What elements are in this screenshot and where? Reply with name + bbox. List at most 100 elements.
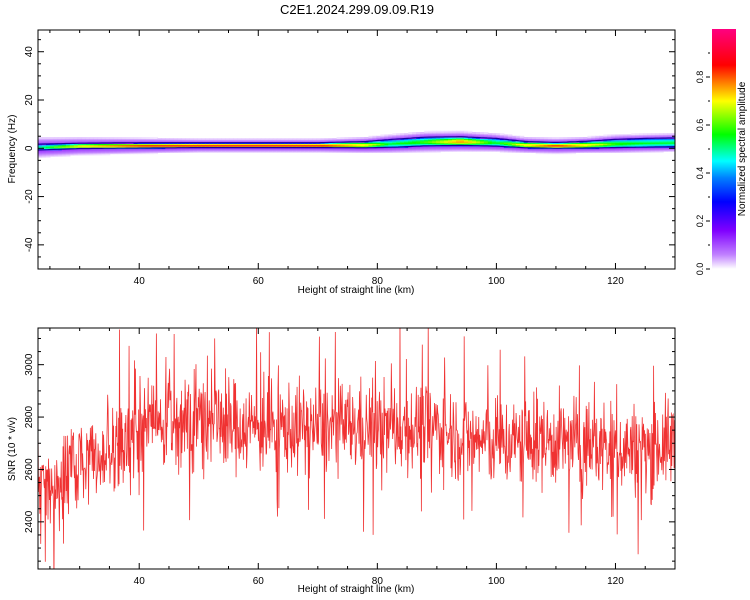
heatmap-cell [141,145,147,148]
heatmap-cell [408,135,413,138]
heatmap-cell [404,138,409,141]
heatmap-cell [456,137,461,139]
heatmap-cell [121,143,127,146]
heatmap-cell [193,143,198,146]
heatmap-cell [452,147,457,150]
heatmap-cell [97,149,103,152]
heatmap-cell [456,148,461,151]
heatmap-cell [404,143,409,146]
heatmap-cell [400,143,405,146]
heatmap-cell [177,140,182,143]
heatmap-cell [424,145,429,148]
heatmap-cell [448,137,453,139]
heatmap-cell [527,137,533,139]
heatmap-cell [519,138,525,141]
heatmap-cell [276,145,282,148]
heatmap-cell [61,140,67,143]
heatmap-cell [89,149,95,152]
spectrogram-frame [37,29,676,270]
heatmap-cell [105,151,111,153]
heatmap-cell [436,138,441,141]
heatmap-cell [69,140,75,143]
heatmap-cell [499,134,505,137]
heatmap-cell [527,139,533,142]
heatmap-cell [583,137,589,139]
heatmap-cell [217,148,222,151]
heatmap-cell [396,134,401,137]
heatmap-cell [515,138,521,141]
heatmap-cell [233,143,238,146]
heatmap-cell [555,143,561,146]
heatmap-cell [356,148,362,151]
heatmap-cell [487,133,493,136]
heatmap-cell [129,151,135,153]
heatmap-cell [467,148,473,151]
heatmap-cell [591,135,596,138]
heatmap-cell [623,142,628,145]
heatmap-cell [384,140,389,143]
heatmap-cell [432,130,437,133]
heatmap-cell [663,138,668,141]
heatmap-cell [667,144,672,147]
heatmap-cell [165,145,170,148]
heatmap-cell [643,134,648,137]
heatmap-cell [193,149,198,152]
heatmap-cell [436,149,441,152]
heatmap-cell [567,143,573,146]
heatmap-cell [523,144,529,147]
heatmap-cell [89,151,95,153]
snr-series-line [38,328,675,569]
heatmap-cell [428,147,433,150]
heatmap-cell [555,152,561,155]
heatmap-cell [408,151,413,153]
heatmap-cell [396,151,401,153]
heatmap-cell [93,143,99,146]
heatmap-cell [376,149,381,152]
heatmap-cell [41,151,47,153]
heatmap-cell [444,143,449,146]
heatmap-cell [651,142,656,145]
heatmap-cell [101,137,107,139]
heatmap-cell [523,138,529,141]
heatmap-cell [416,142,421,145]
heatmap-cell [611,144,616,147]
heatmap-cell [304,144,310,147]
heatmap-cell [77,145,83,148]
heatmap-cell [663,143,668,146]
heatmap-cell [181,143,186,146]
heatmap-cell [380,144,385,147]
heatmap-cell [479,134,485,137]
heatmap-cell [213,140,218,143]
heatmap-cell [647,139,652,142]
heatmap-cell [252,148,258,151]
heatmap-cell [41,147,47,150]
heatmap-cell [619,149,624,152]
heatmap-cell [651,147,656,150]
heatmap-cell [141,144,147,147]
heatmap-cell [519,145,525,148]
heatmap-cell [376,151,381,153]
heatmap-cell [53,151,59,153]
heatmap-cell [157,143,163,146]
heatmap-cell [193,139,198,142]
heatmap-cell [185,144,190,147]
heatmap-cell [483,145,489,148]
heatmap-cell [181,151,186,153]
heatmap-cell [356,137,362,139]
heatmap-cell [101,151,107,153]
heatmap-cell [436,142,441,145]
heatmap-cell [364,142,370,145]
heatmap-cell [611,151,616,153]
heatmap-cell [113,137,119,139]
heatmap-cell [563,139,569,142]
heatmap-cell [651,139,656,142]
heatmap-cell [551,137,557,139]
heatmap-cell [137,137,143,139]
heatmap-cell [639,147,644,150]
heatmap-cell [249,145,254,148]
heatmap-cell [559,139,565,142]
heatmap-cell [655,139,660,142]
heatmap-cell [667,148,672,151]
heatmap-cell [233,139,238,142]
heatmap-cell [404,140,409,143]
